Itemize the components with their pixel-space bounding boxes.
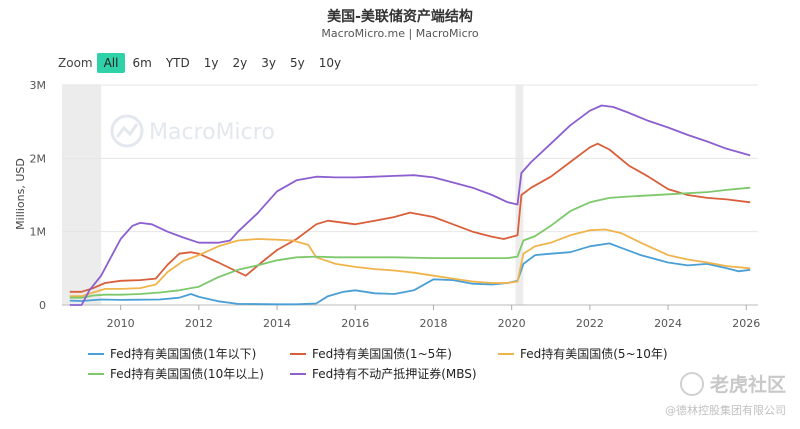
- zoom-all-button[interactable]: All: [96, 53, 126, 73]
- tiger-brand-text: 老虎社区: [709, 374, 786, 396]
- zoom-2y-button[interactable]: 2y: [232, 56, 248, 70]
- x-tick-label: 2020: [498, 317, 526, 330]
- zoom-3y-button[interactable]: 3y: [261, 56, 276, 70]
- legend-label: Fed持有不动产抵押证券(MBS): [312, 367, 477, 381]
- legend-item-mbs[interactable]: Fed持有不动产抵押证券(MBS): [290, 365, 477, 382]
- watermark-text: MacroMicro: [149, 120, 275, 145]
- chart-title: 美国-美联储资产端结构: [327, 9, 473, 25]
- x-tick-label: 2026: [732, 317, 760, 330]
- legend-label: Fed持有美国国债(5~10年): [520, 347, 668, 361]
- legend-swatch: [290, 372, 306, 375]
- zoom-ytd-button[interactable]: YTD: [165, 56, 190, 70]
- x-tick-label: 2010: [107, 317, 135, 330]
- series-line-2: [69, 228, 751, 298]
- chart-plot: MacroMicro 0 1M 2M 3M 2010 2012 2014 2016 2018 2…: [14, 79, 760, 330]
- macromicro-logo-mark: [115, 123, 139, 138]
- x-tick-label: 2012: [185, 317, 213, 330]
- series-line-0: [69, 242, 751, 306]
- x-tick-label: 2018: [419, 317, 447, 330]
- y-axis-label: Millions, USD: [14, 158, 27, 230]
- legend-item-bills[interactable]: Fed持有美国国债(1年以下): [88, 345, 256, 362]
- zoom-10y-button[interactable]: 10y: [318, 56, 342, 70]
- copyright-watermark: @德林控股集团有限公司: [665, 404, 786, 417]
- zoom-1y-button[interactable]: 1y: [203, 56, 219, 70]
- chart-subtitle: MacroMicro.me | MacroMicro: [321, 27, 479, 40]
- legend-label: Fed持有美国国债(1年以下): [110, 347, 257, 361]
- macromicro-watermark: MacroMicro: [110, 114, 275, 148]
- zoom-6m-button[interactable]: 6m: [132, 56, 152, 70]
- zoom-bar: Zoom All 6m YTD 1y 2y 3y 5y 10y: [58, 52, 348, 74]
- recession-band: [62, 85, 102, 305]
- y-tick-label: 2M: [30, 152, 47, 165]
- y-tick-label: 1M: [30, 226, 47, 239]
- legend-swatch: [290, 352, 306, 355]
- legend-label: Fed持有美国国债(10年以上): [110, 367, 264, 381]
- legend-label: Fed持有美国国债(1~5年): [312, 347, 452, 361]
- x-tick-label: 2016: [341, 317, 369, 330]
- legend-item-1to5y[interactable]: Fed持有美国国债(1~5年): [290, 345, 452, 362]
- series-line-1: [69, 142, 751, 293]
- y-tick-label: 0: [39, 299, 46, 312]
- legend-item-10yplus[interactable]: Fed持有美国国债(10年以上): [88, 365, 264, 382]
- x-tick-label: 2022: [576, 317, 604, 330]
- tiger-logo-icon: [679, 371, 704, 396]
- legend-swatch: [498, 352, 514, 355]
- series-line-4: [69, 104, 751, 306]
- zoom-5y-button[interactable]: 5y: [289, 56, 305, 70]
- tiger-community-watermark: 老虎社区: [679, 370, 786, 397]
- zoom-label: Zoom: [58, 56, 93, 70]
- y-tick-label: 3M: [30, 79, 47, 92]
- legend-swatch: [88, 352, 104, 355]
- x-tick-label: 2024: [654, 317, 682, 330]
- legend-swatch: [88, 372, 104, 375]
- series-line-3: [69, 186, 751, 299]
- legend-item-5to10y[interactable]: Fed持有美国国债(5~10年): [498, 345, 668, 362]
- x-tick-label: 2014: [263, 317, 291, 330]
- macromicro-logo-icon: [110, 114, 144, 148]
